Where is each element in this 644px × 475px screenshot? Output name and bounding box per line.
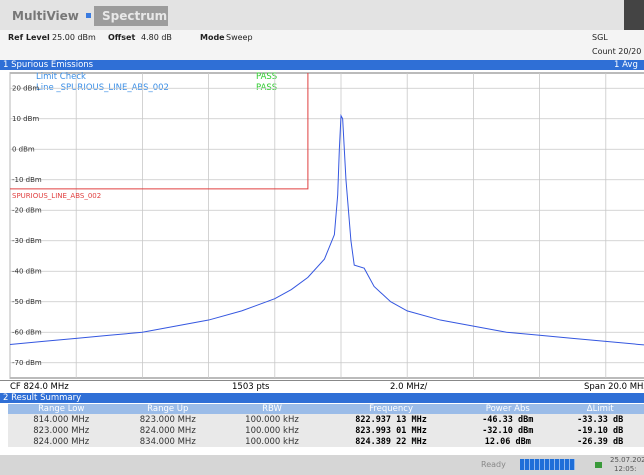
value: 25.00 dBm — [52, 33, 96, 42]
table-cell: 100.000 kHz — [245, 425, 299, 436]
table-cell: 834.000 MHz — [139, 436, 196, 447]
label: Offset — [108, 33, 136, 42]
table-cell: 814.000 MHz — [33, 414, 90, 425]
value: Sweep — [226, 33, 253, 42]
table-cell: -19.10 dB — [577, 425, 624, 436]
table-cell: -33.33 dB — [577, 414, 624, 425]
trace-label: 1 Avg — [614, 60, 638, 70]
y-tick-label: -10 dBm — [12, 176, 42, 184]
column-header: ΔLimit — [556, 404, 644, 414]
table-cell: 823.000 MHz — [33, 425, 90, 436]
points: 1503 pts — [232, 382, 270, 392]
table-cell: -26.39 dB — [577, 436, 624, 447]
limit-check-label: Limit Check — [36, 72, 86, 82]
status-bar: Ready 25.07.202 12:05: — [0, 455, 644, 475]
table-row: 814.000 MHz 823.000 MHz 100.000 kHz 822.937… — [8, 414, 644, 425]
value: 4.80 dB — [141, 33, 172, 42]
header-bar: MultiView Spectrum — [0, 0, 644, 30]
tab[interactable]: MultiView — [12, 9, 79, 23]
plot-footer: CF 824.0 MHz 1503 pts 2.0 MHz/ Span 20.0… — [0, 380, 644, 393]
header-row: Range Low Range Up RBW Frequency Power Abs ΔL… — [8, 404, 644, 414]
table-cell: 824.000 MHz — [139, 425, 196, 436]
result-table: Range Low Range Up RBW Frequency Power Abs ΔL… — [8, 404, 644, 447]
column-header: Range Low — [8, 404, 115, 414]
table-cell: 100.000 kHz — [245, 436, 299, 447]
label: Ref Level — [8, 33, 50, 42]
tab-indicator — [86, 13, 91, 18]
table-row: 823.000 MHz 824.000 MHz 100.000 kHz 823.993… — [8, 425, 644, 436]
y-tick-label: 20 dBm — [12, 84, 39, 92]
progress-bar — [520, 459, 575, 470]
y-tick-label: -60 dBm — [12, 328, 42, 336]
result-summary-title-bar: 2 Result Summary — [0, 393, 644, 403]
table-body: 814.000 MHz 823.000 MHz 100.000 kHz 822.937… — [8, 414, 644, 447]
window-title-bar: 1 Spurious Emissions 1 Avg — [0, 60, 644, 70]
span: Span 20.0 MHz — [584, 382, 644, 392]
center-frequency: CF 824.0 MHz — [10, 382, 69, 392]
time: 12:05: — [614, 465, 637, 473]
result-summary-title: 2 Result Summary — [3, 393, 82, 403]
status-text: Ready — [481, 460, 506, 469]
table-cell: 823.993 01 MHz — [355, 425, 427, 436]
count: Count 20/20 — [592, 47, 642, 56]
column-header: Range Up — [114, 404, 222, 414]
network-icon — [595, 462, 602, 468]
table-cell: 824.000 MHz — [33, 436, 90, 447]
column-header: RBW — [221, 404, 323, 414]
settings-bar: Ref Level 25.00 dBm Offset 4.80 dB Mode … — [0, 30, 644, 60]
table-cell: 823.000 MHz — [139, 414, 196, 425]
tab[interactable]: Spectrum — [94, 6, 168, 26]
limit-check-result: PASS — [256, 72, 277, 82]
limit-line — [10, 73, 309, 190]
table-row: 824.000 MHz 834.000 MHz 100.000 kHz 824.389… — [8, 436, 644, 447]
label: Mode — [200, 33, 225, 42]
y-tick-label: -30 dBm — [12, 237, 42, 245]
table-cell: -46.33 dBm — [482, 414, 534, 425]
y-tick-label: 10 dBm — [12, 115, 39, 123]
y-tick-label: -40 dBm — [12, 267, 42, 275]
y-tick-label: 0 dBm — [12, 145, 35, 153]
sweep: SGL — [592, 33, 608, 42]
column-header: Frequency — [322, 404, 460, 414]
limit-line-name: SPURIOUS_LINE_ABS_002 — [12, 192, 101, 200]
per-division: 2.0 MHz/ — [390, 382, 428, 392]
trace — [9, 113, 644, 346]
y-tick-label: -70 dBm — [12, 359, 42, 367]
y-tick-label: -50 dBm — [12, 298, 42, 306]
spectrum-plot: Limit Check PASS Line _SPURIOUS_LINE_ABS… — [9, 72, 644, 379]
table-cell: 100.000 kHz — [245, 414, 299, 425]
window-title: 1 Spurious Emissions — [3, 60, 94, 70]
menu-button[interactable] — [624, 0, 644, 30]
table-cell: 822.937 13 MHz — [355, 414, 427, 425]
table-cell: -32.10 dBm — [482, 425, 534, 436]
y-tick-label: -20 dBm — [12, 206, 42, 214]
date: 25.07.202 — [610, 456, 644, 464]
table-cell: 12.06 dBm — [484, 436, 531, 447]
column-header: Power Abs — [459, 404, 557, 414]
plot-frame — [9, 72, 644, 379]
table-cell: 824.389 22 MHz — [355, 436, 427, 447]
